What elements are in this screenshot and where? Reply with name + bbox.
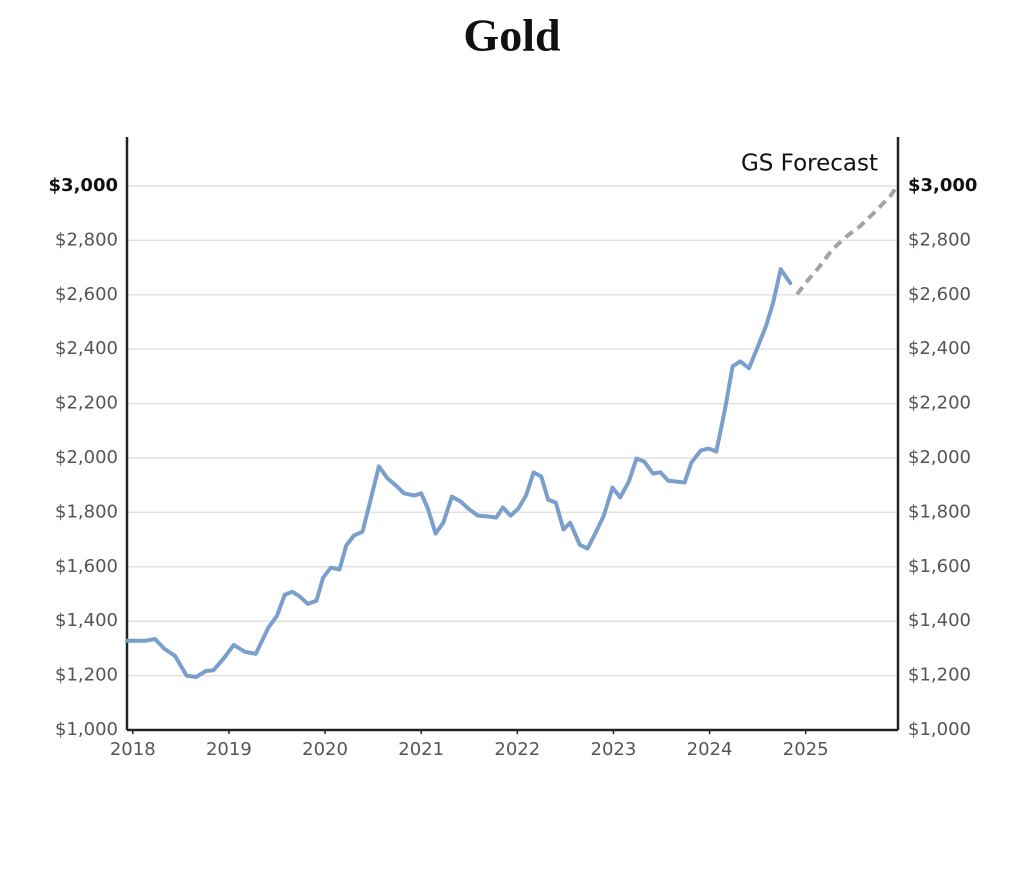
x-tick-label: 2018 <box>110 739 156 760</box>
x-tick-label: 2023 <box>591 739 637 760</box>
y-tick-label: $1,600 <box>55 556 118 577</box>
y2-tick-label: $2,200 <box>908 393 971 414</box>
y2-tick-label: $2,800 <box>908 229 971 250</box>
y2-tick-label: $2,600 <box>908 284 971 305</box>
y-tick-label: $2,200 <box>55 393 118 414</box>
x-tick-label: 2021 <box>398 739 444 760</box>
y2-tick-label: $2,000 <box>908 447 971 468</box>
y-tick-label: $2,600 <box>55 284 118 305</box>
y-tick-label: $1,800 <box>55 501 118 522</box>
price-line <box>125 267 793 679</box>
y2-tick-label: $1,800 <box>908 501 971 522</box>
x-tick-label: 2022 <box>494 739 540 760</box>
annotation: GS Forecast <box>741 151 878 177</box>
y-tick-label: $1,200 <box>55 665 118 686</box>
y2-tick-label: $1,600 <box>908 556 971 577</box>
forecast-line <box>795 186 898 296</box>
y-tick-label: $2,000 <box>55 447 118 468</box>
y-tick-label: $3,000 <box>49 175 118 196</box>
y2-tick-label: $2,400 <box>908 338 971 359</box>
y2-tick-label: $1,400 <box>908 610 971 631</box>
x-tick-label: 2019 <box>206 739 252 760</box>
y2-tick-label: $1,200 <box>908 665 971 686</box>
y-tick-label: $2,400 <box>55 338 118 359</box>
y-tick-label: $1,000 <box>55 719 118 740</box>
chart-title: Gold <box>463 10 561 61</box>
y-tick-label: $1,400 <box>55 610 118 631</box>
x-tick-label: 2025 <box>783 739 829 760</box>
y2-tick-label: $3,000 <box>908 175 977 196</box>
y-tick-label: $2,800 <box>55 229 118 250</box>
y2-tick-label: $1,000 <box>908 719 971 740</box>
x-tick-label: 2024 <box>687 739 733 760</box>
x-tick-label: 2020 <box>302 739 348 760</box>
